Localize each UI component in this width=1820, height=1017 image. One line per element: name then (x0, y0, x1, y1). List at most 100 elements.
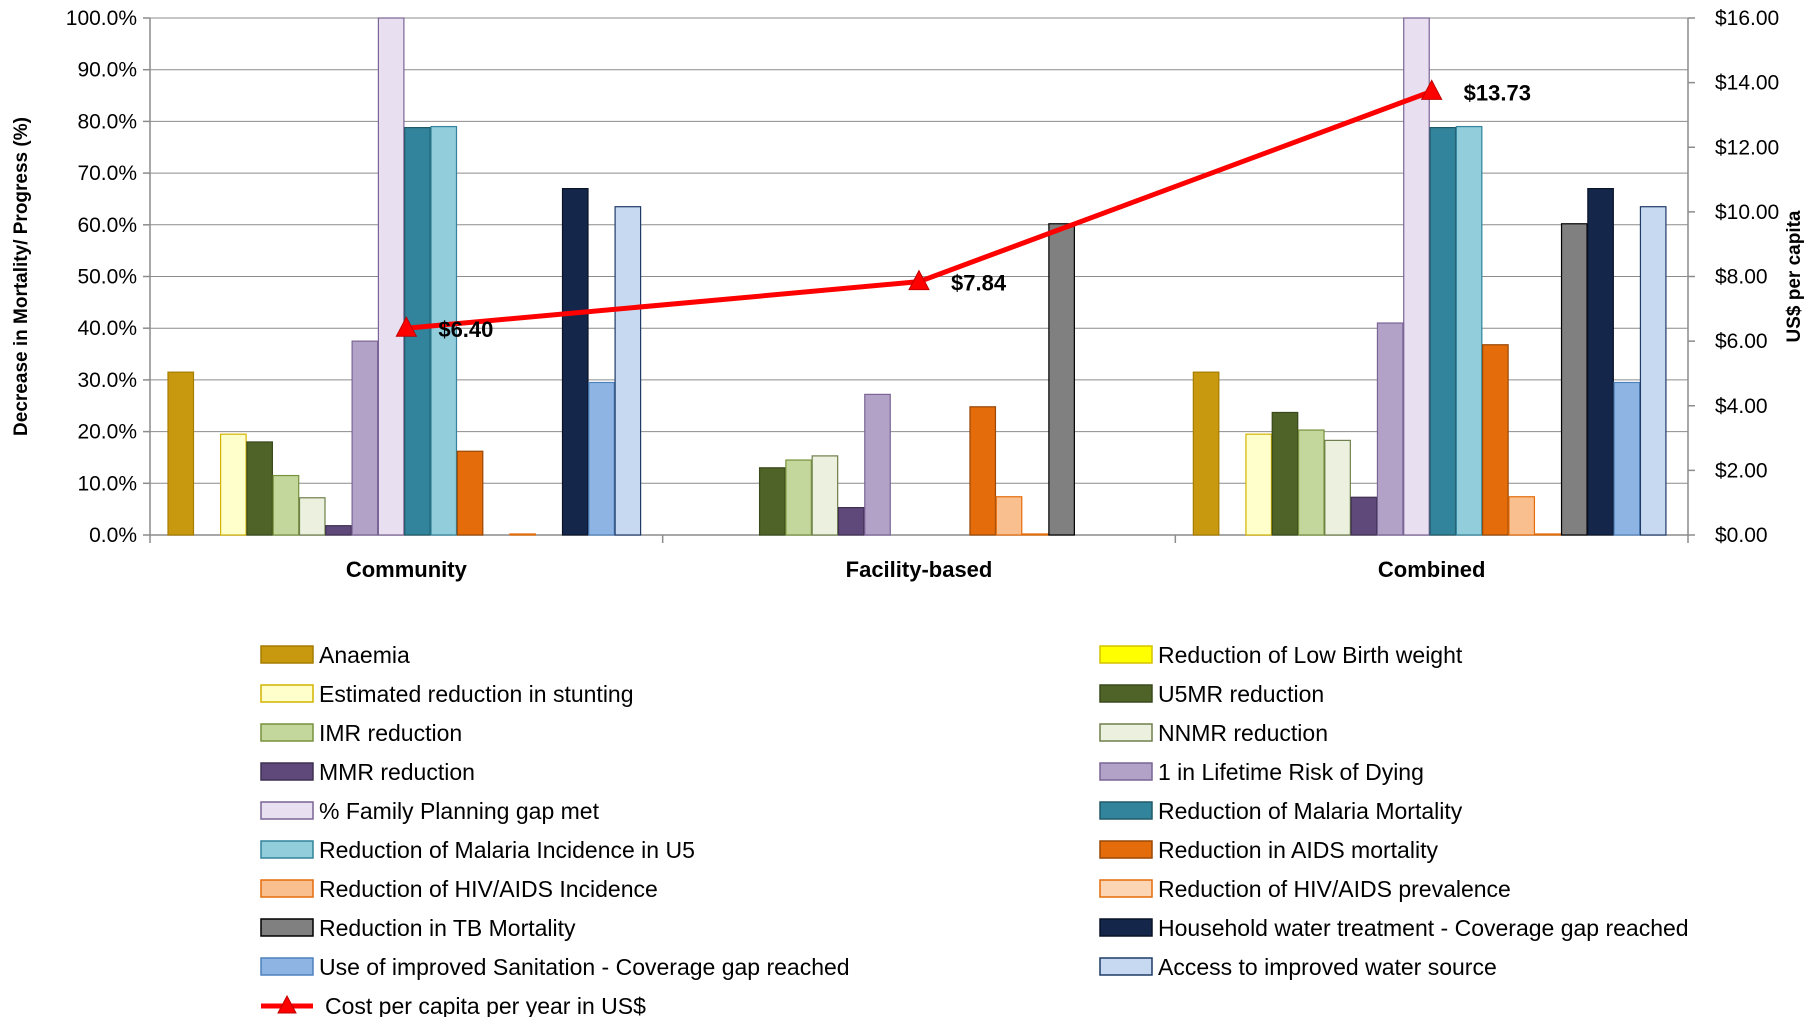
bar (1560, 223, 1588, 536)
bar (272, 474, 300, 536)
legend-label: Reduction of Malaria Incidence in U5 (319, 837, 695, 863)
legend-swatch (260, 879, 314, 898)
bar (1324, 439, 1351, 536)
left-tick-label: 20.0% (77, 421, 137, 444)
left-tick-label: 100.0% (66, 7, 137, 30)
right-tick-label: $14.00 (1715, 72, 1779, 95)
bar (1455, 125, 1483, 536)
cost-data-label: $13.73 (1464, 80, 1531, 105)
legend-swatch (260, 801, 314, 820)
legend-label: Household water treatment - Coverage gap… (1158, 915, 1689, 941)
left-tick-label: 70.0% (77, 162, 137, 185)
cost-point (1420, 79, 1443, 100)
category-label: Community (346, 557, 468, 582)
legend-swatch (260, 918, 314, 937)
bar (509, 533, 536, 536)
legend-swatch (1099, 723, 1153, 742)
legend-label: Estimated reduction in stunting (319, 681, 634, 707)
bar (785, 459, 812, 536)
bar (1350, 496, 1378, 536)
left-tick-label: 10.0% (77, 472, 137, 495)
bar (1429, 127, 1457, 536)
legend-label: 1 in Lifetime Risk of Dying (1158, 759, 1424, 785)
legend-label: % Family Planning gap met (319, 798, 600, 824)
right-tick-label: $10.00 (1715, 201, 1779, 224)
legend-swatch (260, 723, 314, 742)
right-tick-label: $8.00 (1715, 266, 1768, 289)
bar (298, 497, 326, 536)
bar (1048, 223, 1075, 536)
right-tick-label: $4.00 (1715, 395, 1768, 418)
right-tick-label: $16.00 (1715, 7, 1779, 30)
legend-swatch (1099, 879, 1153, 898)
bar (1376, 322, 1404, 536)
legend-swatch (260, 762, 314, 781)
left-tick-label: 40.0% (77, 317, 137, 340)
cost-point (908, 269, 930, 291)
bar (1508, 496, 1536, 536)
bar (1021, 533, 1049, 536)
bar (167, 371, 195, 536)
category-label: Combined (1378, 557, 1486, 582)
bar (864, 393, 891, 536)
bar (1639, 206, 1667, 536)
bar (351, 340, 379, 536)
legend-label: Reduction of HIV/AIDS Incidence (319, 876, 658, 902)
left-tick-label: 90.0% (77, 59, 137, 82)
cost-line (406, 89, 1433, 331)
legend-swatch (260, 957, 314, 976)
bar (561, 188, 589, 536)
bar (1192, 371, 1220, 536)
bar (1482, 344, 1509, 536)
category-label: Facility-based (846, 557, 993, 582)
legend-label: Use of improved Sanitation - Coverage ga… (319, 954, 850, 980)
bar (1297, 429, 1325, 536)
right-axis-title: US$ per capita (1784, 210, 1805, 342)
legend-swatch (1099, 957, 1153, 976)
legend-label: MMR reduction (319, 759, 475, 785)
legend-swatch (260, 840, 314, 859)
left-tick-label: 0.0% (89, 524, 137, 547)
legend-label: Anaemia (319, 642, 410, 668)
legend-label: Reduction of Low Birth weight (1158, 642, 1463, 668)
bar (377, 17, 405, 536)
bar (1613, 381, 1641, 536)
legend-swatch (260, 684, 314, 703)
legend-swatch (1099, 801, 1153, 820)
legend-label: Access to improved water source (1158, 954, 1497, 980)
bar (430, 125, 458, 536)
left-tick-label: 30.0% (77, 369, 137, 392)
legend-swatch (1099, 762, 1153, 781)
bar (1534, 533, 1562, 536)
legend-label: NNMR reduction (1158, 720, 1328, 746)
legend-label: Reduction in TB Mortality (319, 915, 576, 941)
bar (246, 441, 273, 536)
legend-swatch (260, 645, 314, 664)
legend-swatch (1099, 684, 1153, 703)
left-tick-label: 60.0% (77, 214, 137, 237)
legend-label: Cost per capita per year in US$ (325, 993, 646, 1017)
left-tick-label: 80.0% (77, 110, 137, 133)
bar (837, 506, 865, 536)
bar (969, 406, 997, 536)
cost-data-label: $7.84 (951, 271, 1007, 296)
right-tick-label: $6.00 (1715, 330, 1768, 353)
cost-point (395, 316, 418, 337)
left-axis-title: Decrease in Mortality/ Progress (%) (11, 117, 32, 436)
bar (1271, 411, 1299, 536)
bar (220, 433, 247, 536)
left-tick-label: 50.0% (77, 266, 137, 289)
legend-swatch (1099, 918, 1153, 937)
right-tick-label: $2.00 (1715, 459, 1768, 482)
legend-label: U5MR reduction (1158, 681, 1324, 707)
legend-label: Reduction in AIDS mortality (1158, 837, 1438, 863)
bar (1587, 188, 1614, 536)
bar (614, 206, 642, 536)
legend-swatch (1099, 840, 1153, 859)
right-tick-label: $12.00 (1715, 136, 1779, 159)
bar (995, 496, 1023, 536)
bar (811, 455, 839, 536)
legend-label: IMR reduction (319, 720, 462, 746)
legend-label: Reduction of HIV/AIDS prevalence (1158, 876, 1511, 902)
